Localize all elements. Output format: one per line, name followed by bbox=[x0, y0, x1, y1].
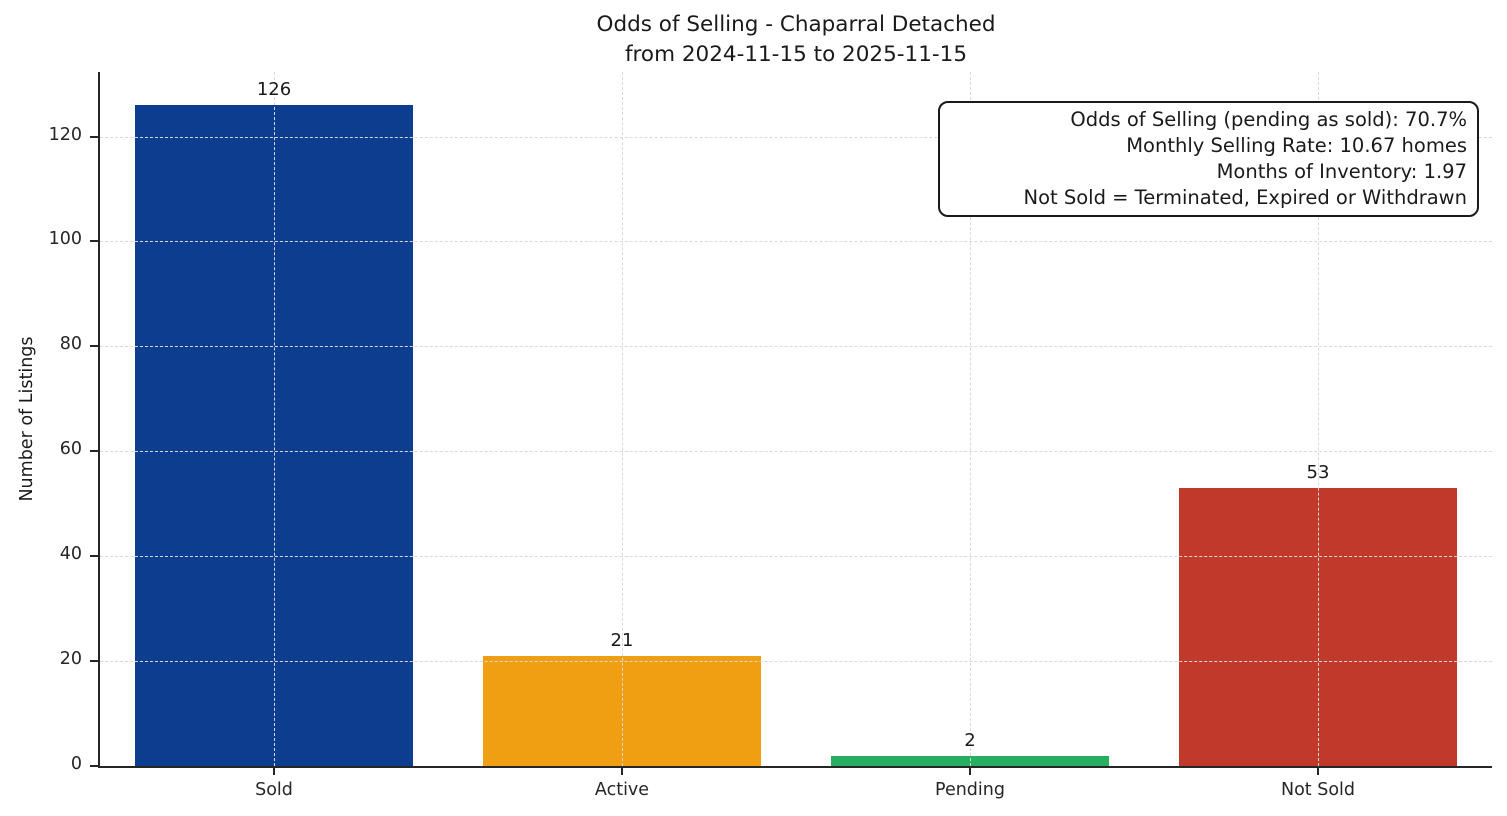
annotation-line: Months of Inventory: 1.97 bbox=[1216, 160, 1467, 183]
h-gridline bbox=[100, 241, 1492, 243]
h-gridline bbox=[100, 346, 1492, 348]
x-tick-label: Active bbox=[594, 780, 650, 800]
y-tick-label: 60 bbox=[59, 439, 82, 460]
x-tick-mark bbox=[273, 766, 275, 775]
y-tick-mark bbox=[90, 660, 100, 663]
annotation-line: Monthly Selling Rate: 10.67 homes bbox=[1126, 134, 1467, 157]
x-tick-mark bbox=[1317, 766, 1319, 775]
y-tick-label: 20 bbox=[59, 649, 82, 670]
h-gridline bbox=[100, 451, 1492, 453]
chart-title-line1: Odds of Selling - Chaparral Detached bbox=[596, 12, 996, 37]
y-tick-mark bbox=[90, 135, 100, 138]
y-tick-label: 40 bbox=[59, 544, 82, 565]
y-axis-spine bbox=[98, 72, 100, 766]
bar-value-label: 126 bbox=[256, 79, 292, 101]
stats-annotation-box: Odds of Selling (pending as sold): 70.7%… bbox=[938, 101, 1479, 217]
v-gridline bbox=[621, 72, 623, 766]
plot-area: 0 20 40 60 80 100 120 126 Sold 21 Active 2 Pending 53… bbox=[49, 72, 1492, 800]
y-tick-mark bbox=[90, 345, 100, 348]
y-tick-label: 120 bbox=[48, 124, 82, 145]
bar-value-label: 53 bbox=[1306, 461, 1330, 483]
h-gridline bbox=[100, 556, 1492, 558]
x-tick-label: Not Sold bbox=[1280, 780, 1355, 800]
x-tick-label: Pending bbox=[935, 780, 1005, 800]
y-axis-label: Number of Listings bbox=[17, 336, 37, 502]
y-tick-mark bbox=[90, 765, 100, 767]
chart-title: Odds of Selling - Chaparral Detached fro… bbox=[100, 10, 1492, 70]
y-tick-mark bbox=[90, 450, 100, 453]
x-axis-spine bbox=[98, 766, 1492, 768]
y-tick-label: 100 bbox=[48, 229, 82, 250]
h-gridline bbox=[100, 136, 1492, 138]
h-gridline bbox=[100, 661, 1492, 663]
v-gridline bbox=[273, 72, 275, 766]
chart-title-line2: from 2024-11-15 to 2025-11-15 bbox=[624, 42, 968, 67]
x-tick-mark bbox=[969, 766, 971, 775]
y-tick-label: 80 bbox=[59, 334, 82, 355]
annotation-line: Not Sold = Terminated, Expired or Withdr… bbox=[1023, 186, 1467, 209]
y-tick-mark bbox=[90, 555, 100, 558]
bar-value-label: 21 bbox=[610, 629, 634, 651]
x-tick-mark bbox=[621, 766, 623, 775]
y-tick-label: 0 bbox=[70, 754, 82, 774]
y-tick-mark bbox=[90, 240, 100, 243]
bar-value-label: 2 bbox=[964, 729, 976, 751]
x-tick-label: Sold bbox=[255, 780, 293, 800]
v-gridline bbox=[969, 72, 971, 766]
v-gridline bbox=[1317, 72, 1319, 766]
annotation-line: Odds of Selling (pending as sold): 70.7% bbox=[1070, 108, 1467, 131]
